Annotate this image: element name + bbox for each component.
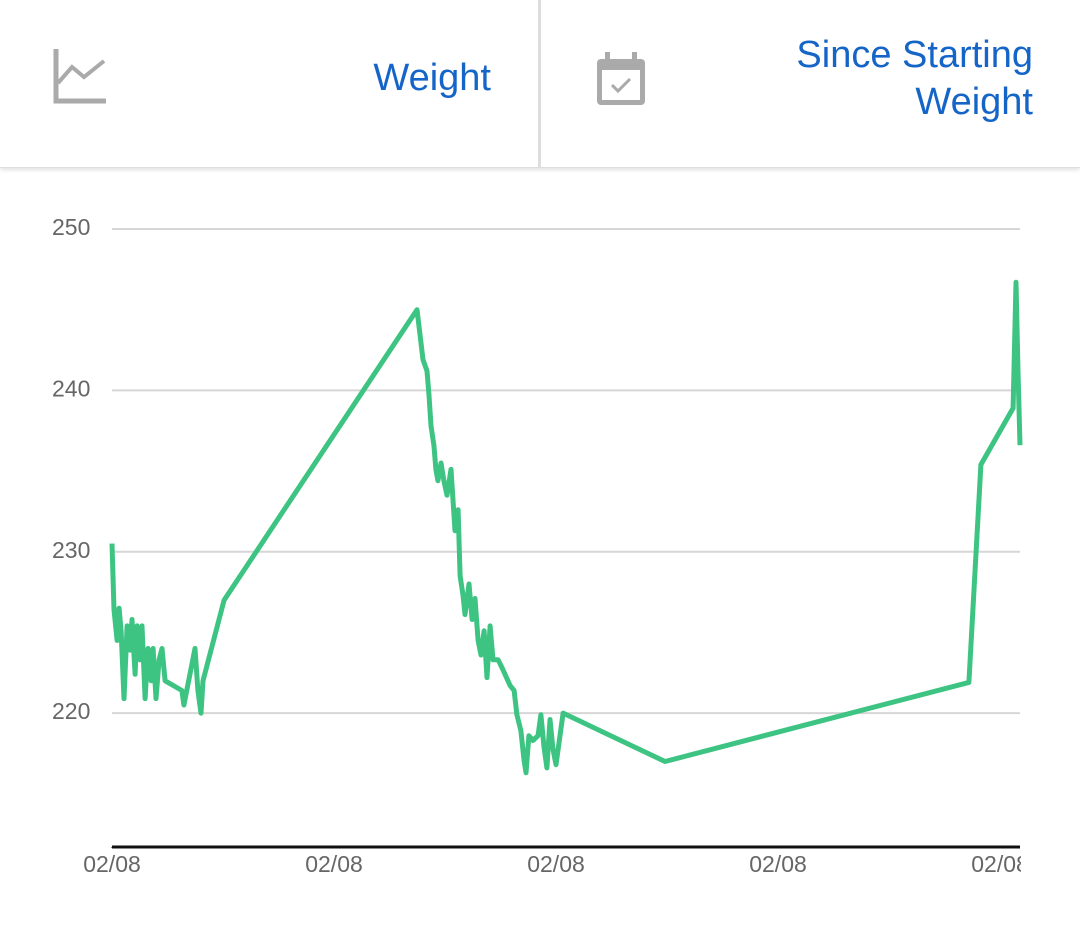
range-tab[interactable]: Since Starting Weight: [541, 0, 1080, 167]
chart-icon: [53, 49, 106, 104]
x-tick-label: 02/08: [749, 851, 807, 877]
header: Weight Since Starting Weight: [0, 0, 1080, 168]
x-tick-label: 02/08: [83, 851, 141, 877]
y-tick-label: 220: [52, 698, 90, 724]
metric-tab[interactable]: Weight: [0, 0, 538, 167]
divider: [538, 0, 541, 167]
weight-line: [109, 279, 1023, 776]
y-tick-label: 230: [52, 537, 90, 563]
calendar-icon: [597, 52, 645, 105]
y-tick-label: 250: [52, 214, 90, 240]
x-tick-label: 02/08: [971, 851, 1029, 877]
metric-label: Weight: [373, 57, 491, 99]
range-label: Since Starting Weight: [796, 34, 1033, 123]
x-ticks: 02/08 02/08 02/08 02/08 02/08: [83, 847, 1029, 877]
x-tick-label: 02/08: [305, 851, 363, 877]
y-tick-label: 240: [52, 375, 90, 401]
x-tick-label: 02/08: [527, 851, 585, 877]
